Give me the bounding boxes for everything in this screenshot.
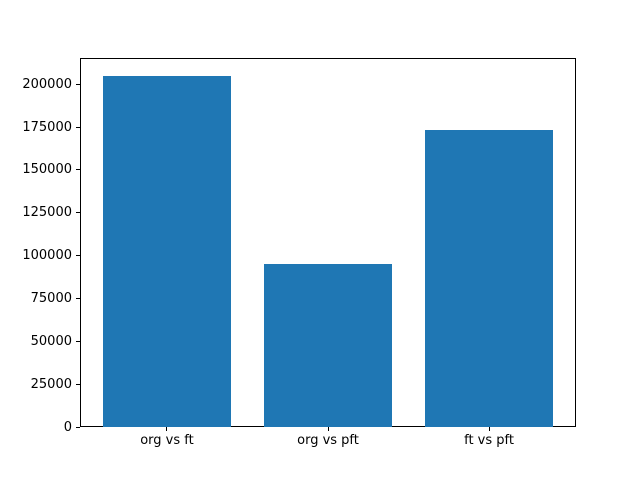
- y-tick-mark: [76, 297, 80, 299]
- x-tick-label: ft vs pft: [464, 433, 514, 448]
- x-tick-mark: [488, 427, 490, 431]
- y-tick-label: 75000: [30, 290, 72, 306]
- y-tick-mark: [76, 83, 80, 85]
- y-tick-mark: [76, 426, 80, 428]
- y-tick-label: 150000: [22, 162, 72, 178]
- bar-ft-vs-pft: [424, 130, 554, 427]
- x-tick-label: org vs ft: [140, 433, 194, 448]
- y-tick-label: 50000: [30, 333, 72, 349]
- y-tick-mark: [76, 340, 80, 342]
- y-tick-label: 25000: [30, 376, 72, 392]
- y-tick-label: 175000: [22, 119, 72, 135]
- y-tick-label: 0: [63, 419, 72, 435]
- bar-org-vs-pft: [263, 264, 393, 427]
- y-tick-mark: [76, 126, 80, 128]
- y-tick-mark: [76, 383, 80, 385]
- bar-org-vs-ft: [102, 75, 232, 427]
- y-tick-label: 200000: [22, 76, 72, 92]
- y-tick-mark: [76, 169, 80, 171]
- y-tick-mark: [76, 212, 80, 214]
- y-tick-label: 125000: [22, 205, 72, 221]
- y-tick-label: 100000: [22, 248, 72, 264]
- y-tick-mark: [76, 255, 80, 257]
- x-tick-mark: [327, 427, 329, 431]
- x-tick-mark: [166, 427, 168, 431]
- x-tick-label: org vs pft: [297, 433, 359, 448]
